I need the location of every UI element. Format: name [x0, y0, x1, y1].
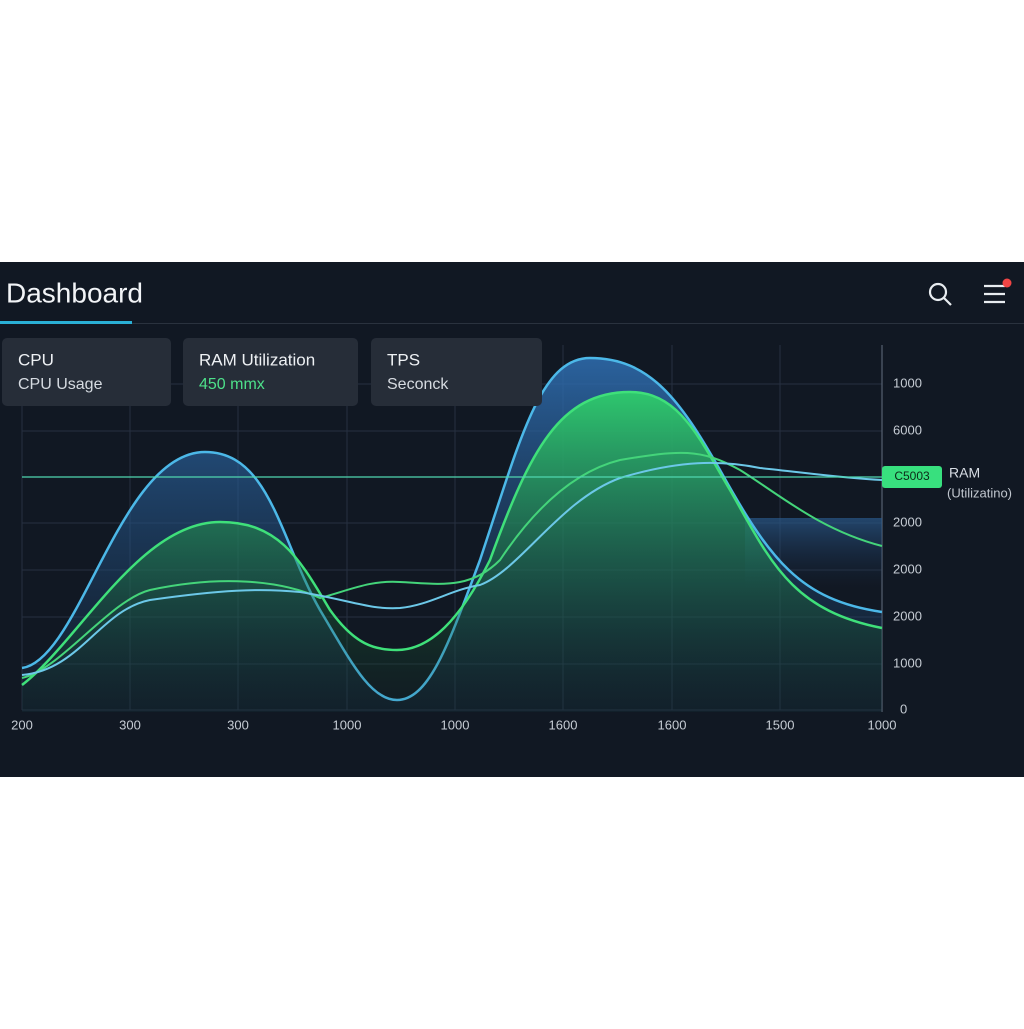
y-tick-label: 1000	[893, 655, 922, 670]
card[interactable]: CPU CPU Usage	[2, 338, 171, 406]
legend-subtitle: (Utilizatino)	[947, 485, 1012, 500]
badge-label: C5003	[894, 469, 930, 483]
x-tick-label: 1600	[658, 717, 687, 732]
card-title: CPU	[18, 350, 54, 369]
card[interactable]: TPS Seconck	[371, 338, 542, 406]
y-tick-label: 1000	[893, 375, 922, 390]
card-subtitle: Seconck	[387, 376, 449, 393]
badge	[882, 466, 942, 488]
legend-title: RAM	[949, 465, 980, 481]
x-tick-label: 300	[227, 717, 249, 732]
menu-icon[interactable]	[984, 278, 1012, 304]
x-tick-label: 1500	[766, 717, 795, 732]
y-tick-label: 2000	[893, 608, 922, 623]
green-area	[22, 392, 882, 712]
card-subtitle: CPU Usage	[18, 376, 103, 393]
x-tick-label: 1000	[441, 717, 470, 732]
search-icon[interactable]	[928, 282, 952, 306]
card-title: RAM Utilization	[199, 350, 315, 369]
x-tick-label: 1000	[333, 717, 362, 732]
x-tick-label: 1000	[868, 717, 897, 732]
y-tick-label: 0	[900, 701, 907, 716]
green-thin-line	[21, 451, 883, 679]
y-tick-label: 2000	[893, 561, 922, 576]
x-tick-label: 300	[119, 717, 141, 732]
x-tick-label: 200	[11, 717, 33, 732]
y-tick-label: 2000	[893, 514, 922, 529]
card-title: TPS	[387, 350, 420, 369]
cyan-line	[21, 461, 883, 676]
green-line	[21, 390, 883, 686]
y-tick-label: 6000	[893, 422, 922, 437]
tab-underline	[0, 321, 132, 324]
app-title: Dashboard	[6, 277, 143, 308]
x-tick-label: 1600	[549, 717, 578, 732]
card[interactable]: RAM Utilization 450 mmx	[183, 338, 358, 406]
card-subtitle: 450 mmx	[199, 376, 265, 393]
